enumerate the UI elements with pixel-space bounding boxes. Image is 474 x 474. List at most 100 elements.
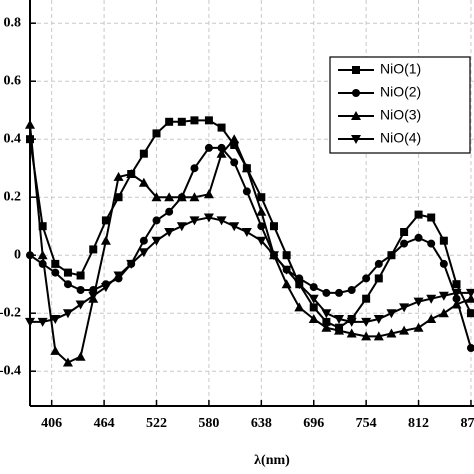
marker [63, 280, 72, 289]
marker [164, 192, 175, 202]
marker [413, 297, 424, 307]
marker [308, 294, 319, 304]
marker [25, 317, 35, 327]
y-tick-label: -0.2 [0, 305, 21, 320]
x-tick-label: 812 [408, 416, 429, 431]
marker [309, 283, 318, 292]
marker [257, 222, 266, 231]
y-tick-label: 0.6 [4, 73, 22, 88]
marker [335, 288, 344, 297]
marker [230, 158, 239, 167]
marker [138, 248, 149, 258]
marker [256, 206, 267, 216]
marker [282, 251, 291, 260]
marker [414, 233, 423, 242]
marker [400, 239, 409, 248]
marker [62, 357, 73, 367]
marker [347, 286, 356, 294]
marker [256, 236, 267, 246]
marker [427, 239, 436, 248]
y-tick-label: 0.8 [4, 15, 22, 30]
marker [204, 143, 213, 152]
marker [308, 314, 319, 323]
marker [114, 193, 123, 202]
marker [62, 309, 73, 319]
marker [438, 308, 449, 318]
marker [386, 309, 397, 319]
marker [26, 251, 34, 260]
marker [465, 288, 474, 298]
marker [321, 309, 332, 319]
marker [362, 294, 371, 303]
marker [386, 328, 397, 338]
marker [190, 116, 199, 125]
marker [204, 116, 213, 125]
marker [230, 141, 239, 149]
marker [426, 294, 437, 304]
marker [216, 148, 227, 158]
marker [139, 236, 148, 245]
x-tick-label: 406 [41, 416, 62, 431]
marker [362, 274, 371, 283]
marker [438, 291, 449, 301]
marker [334, 315, 345, 324]
marker [373, 331, 384, 341]
marker [451, 288, 462, 298]
marker [281, 265, 292, 275]
marker [113, 171, 124, 181]
marker [322, 317, 331, 326]
legend-label: NiO(2) [380, 84, 421, 100]
marker [346, 317, 357, 327]
marker [229, 222, 240, 232]
legend-label: NiO(3) [380, 107, 421, 123]
marker [241, 228, 252, 237]
marker [439, 236, 448, 245]
marker [351, 135, 361, 144]
marker [466, 309, 474, 318]
marker [165, 117, 174, 126]
marker [189, 216, 200, 226]
marker [452, 280, 461, 289]
marker [346, 328, 357, 338]
x-tick-label: 464 [94, 416, 115, 431]
legend-label: NiO(4) [380, 130, 421, 146]
marker [217, 123, 226, 132]
marker [269, 222, 278, 231]
marker [50, 315, 61, 324]
x-tick-label: 638 [251, 416, 272, 431]
marker [216, 216, 227, 226]
x-tick-label: 754 [356, 416, 377, 431]
marker [176, 192, 187, 202]
marker [177, 117, 186, 126]
marker [38, 222, 47, 231]
marker [334, 325, 345, 335]
marker [151, 192, 162, 202]
marker [373, 315, 384, 324]
marker [151, 236, 162, 246]
marker [37, 250, 48, 260]
marker [88, 291, 99, 301]
marker [176, 222, 187, 232]
marker [100, 235, 111, 245]
x-tick-label: 696 [303, 416, 324, 431]
marker [414, 210, 423, 219]
marker [351, 111, 361, 120]
marker [113, 271, 124, 281]
marker [76, 271, 85, 280]
marker [51, 259, 60, 268]
marker [451, 299, 462, 309]
marker [257, 193, 266, 202]
marker [138, 177, 149, 187]
y-tick-label: 0.2 [4, 189, 22, 204]
marker [152, 216, 161, 225]
marker [126, 259, 137, 269]
marker [76, 286, 85, 294]
marker [294, 280, 305, 290]
x-tick-label: 580 [198, 416, 219, 431]
legend-label: NiO(1) [380, 61, 421, 77]
marker [165, 207, 174, 216]
marker [241, 163, 252, 173]
marker [374, 274, 383, 283]
